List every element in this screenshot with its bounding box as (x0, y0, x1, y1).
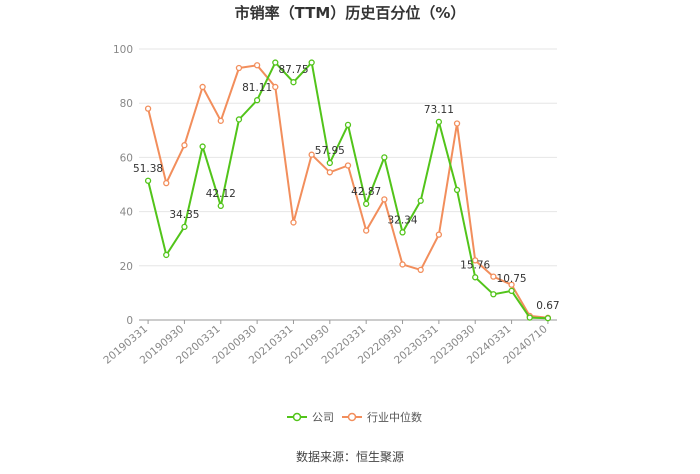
y-tick-label: 60 (120, 152, 133, 164)
data-point-industry-median[interactable] (253, 62, 261, 69)
data-label: 51.38 (133, 163, 163, 175)
data-point-company[interactable] (272, 59, 279, 66)
y-tick-label: 80 (120, 98, 133, 110)
data-label: 73.11 (424, 104, 454, 116)
grid (139, 48, 557, 267)
data-point-industry-median[interactable] (453, 120, 461, 127)
data-point-industry-median[interactable] (308, 151, 315, 158)
data-point-company[interactable] (381, 154, 388, 161)
data-label: 87.75 (278, 64, 308, 76)
data-point-industry-median[interactable] (144, 105, 152, 112)
legend-marker-company (292, 412, 302, 422)
y-tick-label: 40 (120, 207, 133, 219)
data-point-industry-median[interactable] (326, 169, 333, 176)
data-point-industry-median[interactable] (508, 281, 515, 288)
data-point-industry-median[interactable] (181, 142, 188, 149)
y-tick-label: 0 (126, 315, 133, 327)
data-point-company[interactable] (508, 287, 515, 295)
data-point-industry-median[interactable] (490, 273, 497, 280)
data-point-company[interactable] (308, 59, 315, 66)
data-point-company[interactable] (144, 177, 152, 184)
chart-title: 市销率（TTM）历史百分位（%） (235, 4, 466, 22)
data-point-company[interactable] (435, 118, 443, 126)
data-label: 57.95 (315, 145, 345, 157)
data-point-industry-median[interactable] (163, 179, 170, 187)
data-point-company[interactable] (453, 186, 461, 194)
data-label: 10.75 (497, 273, 527, 285)
data-point-industry-median[interactable] (344, 162, 352, 169)
legend-label-industry-median: 行业中位数 (367, 410, 422, 424)
data-point-industry-median[interactable] (381, 196, 388, 203)
data-label: 0.67 (536, 300, 559, 312)
series-layer (144, 59, 552, 322)
data-point-company[interactable] (472, 274, 479, 281)
data-point-company[interactable] (326, 159, 333, 167)
legend: 公司 行业中位数 (287, 410, 422, 424)
data-point-industry-median[interactable] (235, 64, 243, 72)
axes: 0204060801002019033120190930202003312020… (101, 44, 557, 367)
data-label: 42.87 (351, 186, 381, 198)
data-point-industry-median[interactable] (399, 261, 406, 268)
data-label: 34.35 (169, 209, 199, 221)
data-point-industry-median[interactable] (217, 117, 224, 124)
data-point-company[interactable] (399, 229, 406, 236)
data-point-company[interactable] (235, 116, 243, 123)
data-label: 32.34 (387, 214, 417, 226)
data-label: 81.11 (242, 82, 272, 94)
y-tick-label: 20 (120, 261, 133, 273)
legend-marker-industry-median (347, 412, 357, 422)
data-point-industry-median[interactable] (290, 219, 297, 226)
data-source-note: 数据来源：恒生聚源 (296, 449, 404, 464)
data-point-industry-median[interactable] (472, 257, 479, 264)
data-point-industry-median[interactable] (199, 83, 206, 91)
data-point-industry-median[interactable] (363, 227, 370, 234)
data-point-company[interactable] (181, 223, 188, 231)
legend-item-company[interactable]: 公司 (287, 411, 334, 424)
data-point-company[interactable] (163, 251, 170, 259)
data-labels: 51.38 34.35 42.12 81.11 87.75 57.95 42.87 32.34… (133, 64, 560, 312)
data-point-company[interactable] (253, 97, 261, 104)
data-label: 42.12 (206, 188, 236, 200)
data-point-company[interactable] (526, 314, 533, 321)
data-point-company[interactable] (344, 121, 352, 129)
data-point-company[interactable] (363, 200, 370, 207)
data-label: 15.76 (460, 259, 490, 271)
data-point-company[interactable] (417, 197, 424, 204)
data-point-company[interactable] (490, 291, 497, 298)
legend-item-industry-median[interactable]: 行业中位数 (342, 410, 422, 424)
data-point-industry-median[interactable] (272, 83, 279, 91)
data-point-industry-median[interactable] (435, 231, 443, 238)
data-point-company[interactable] (199, 143, 206, 150)
data-point-company[interactable] (290, 79, 297, 86)
data-point-company[interactable] (217, 202, 224, 210)
data-point-industry-median[interactable] (417, 266, 424, 274)
legend-label-company: 公司 (312, 411, 334, 424)
data-point-company[interactable] (544, 315, 552, 322)
y-tick-label: 100 (113, 44, 133, 56)
